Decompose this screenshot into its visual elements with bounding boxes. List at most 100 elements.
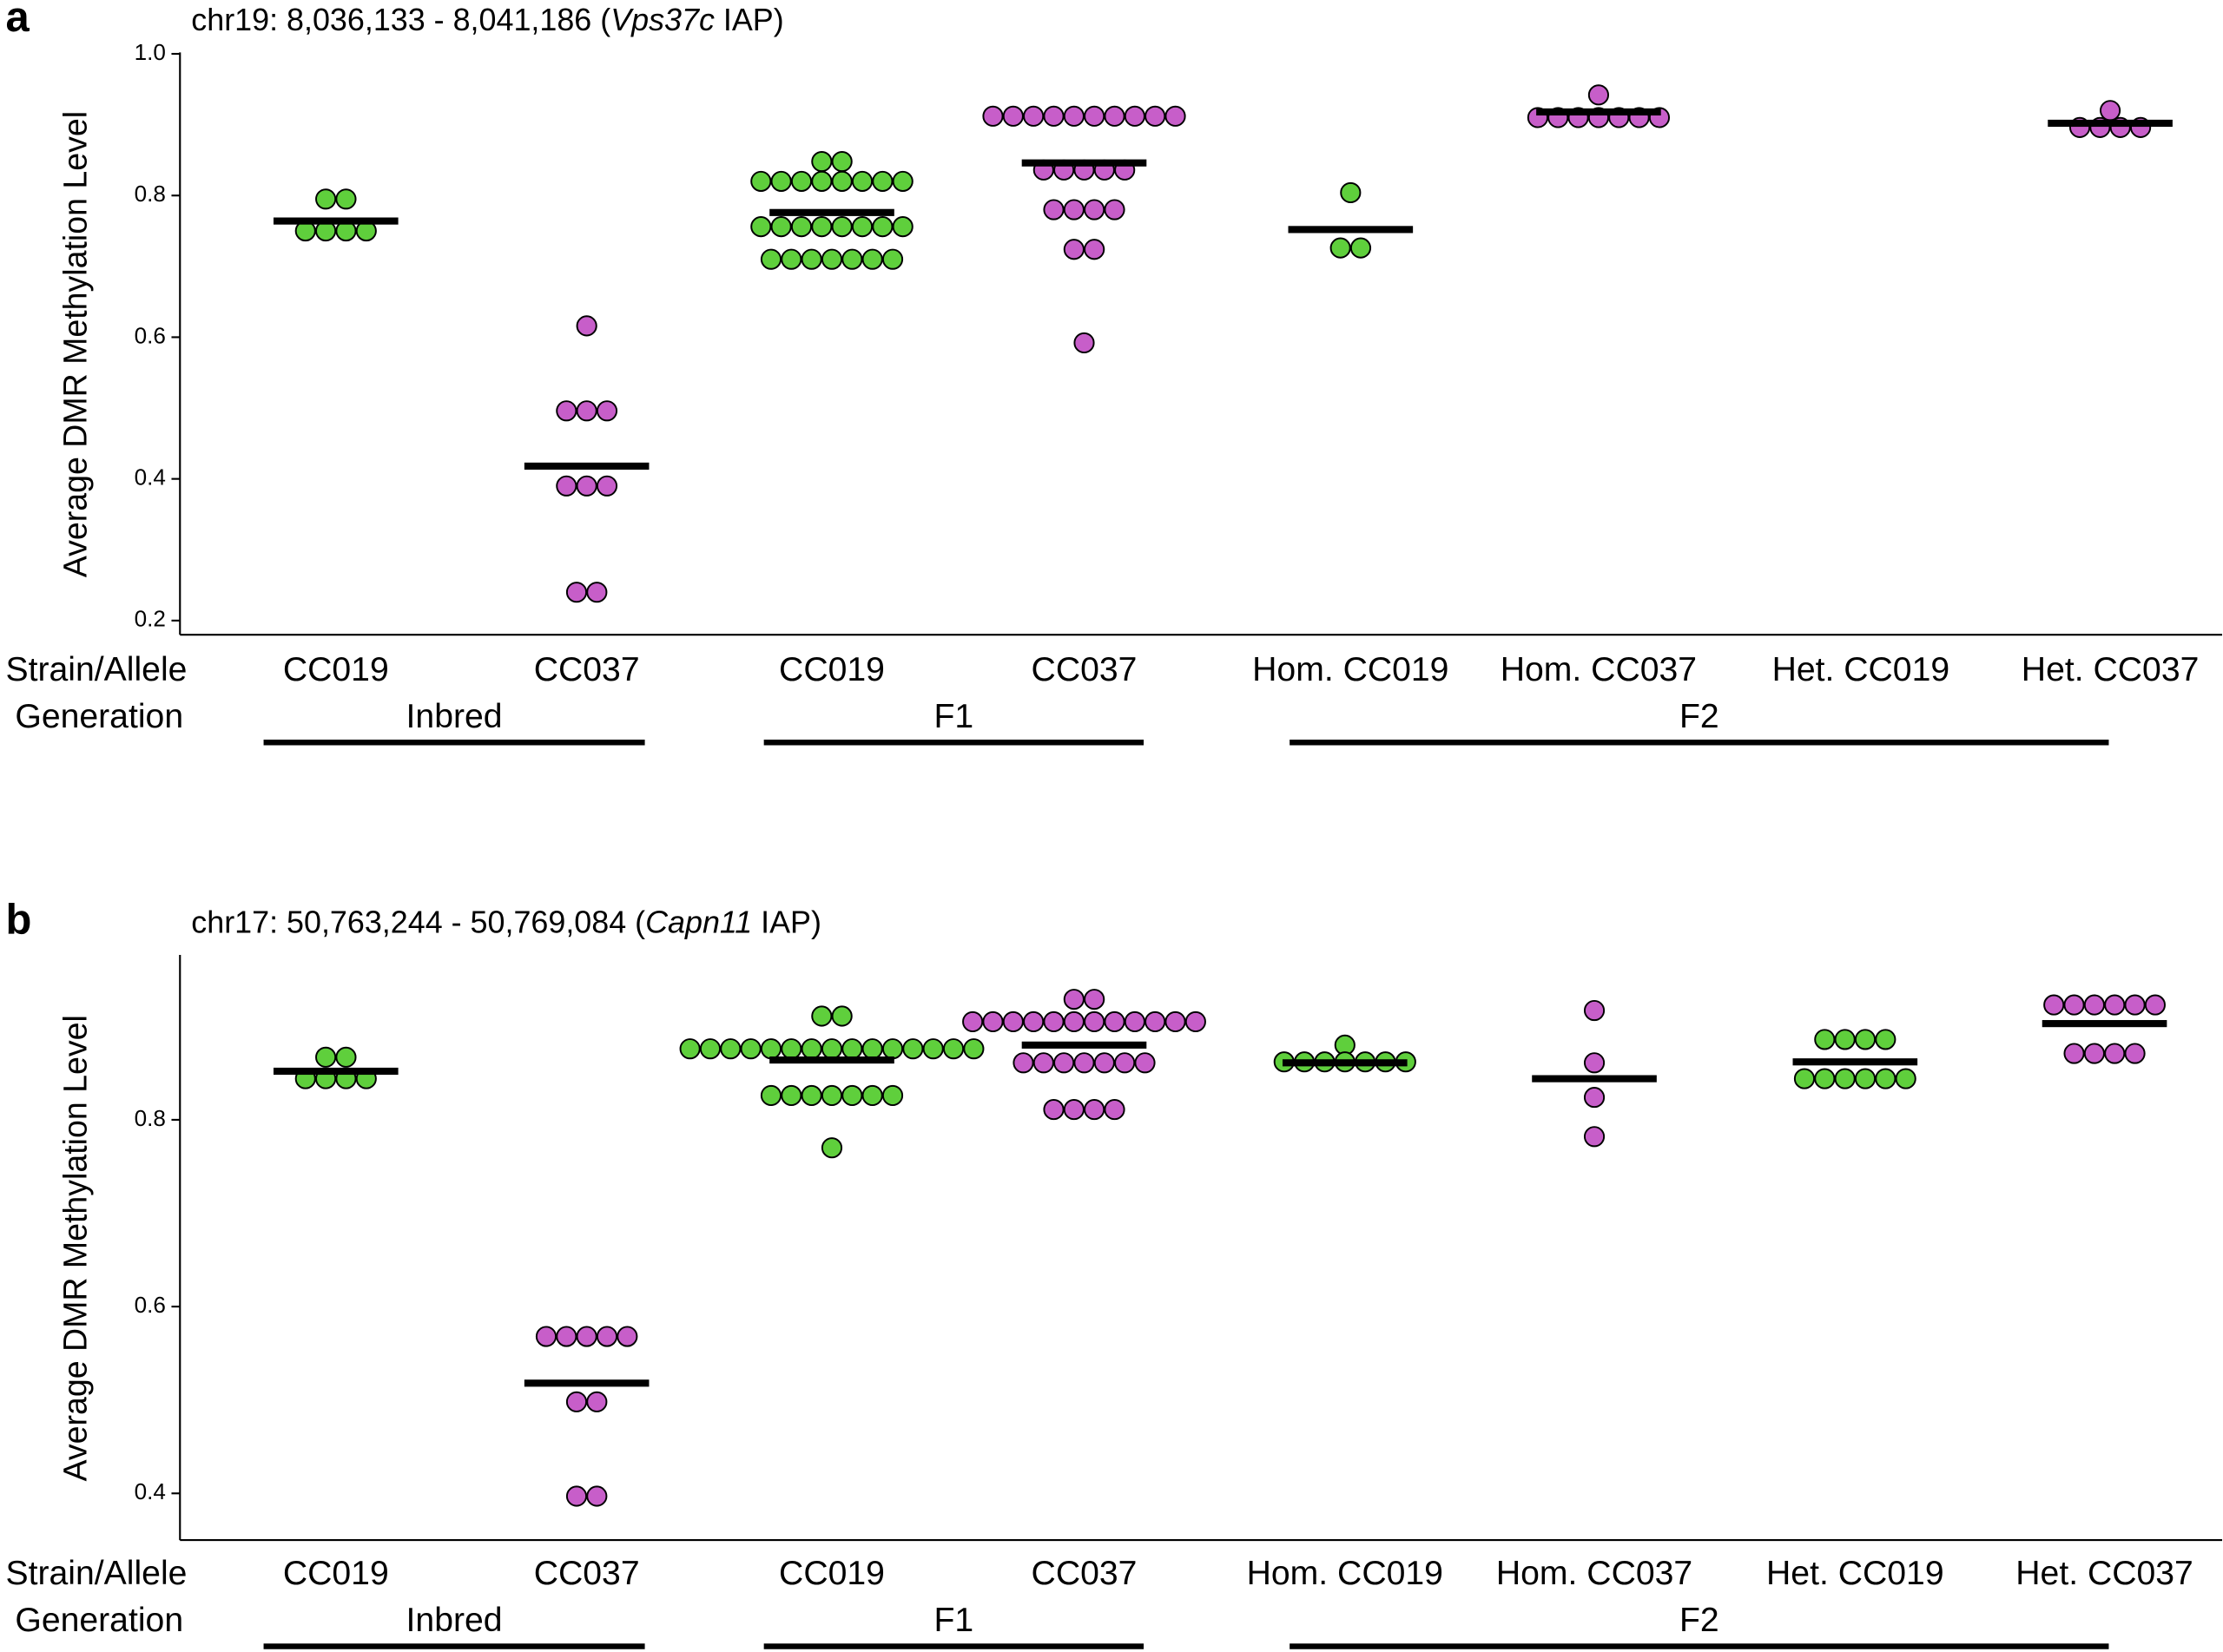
mean-bar xyxy=(1536,108,1661,116)
data-point xyxy=(1134,1052,1156,1074)
data-point xyxy=(760,1084,782,1107)
data-point xyxy=(821,248,843,270)
data-point xyxy=(841,1038,863,1060)
data-point xyxy=(821,1137,843,1159)
data-point xyxy=(811,1005,833,1027)
data-point xyxy=(2083,994,2105,1016)
data-point xyxy=(335,1046,357,1068)
data-point xyxy=(1104,1010,1125,1033)
data-point xyxy=(596,475,618,497)
category-label: CC037 xyxy=(534,651,640,688)
panel-label: b xyxy=(6,896,32,943)
data-point xyxy=(1144,1010,1166,1033)
data-point xyxy=(781,1038,802,1060)
data-point xyxy=(801,248,822,270)
row-label: Strain/Allele xyxy=(6,651,188,688)
y-tick-label: 0.4 xyxy=(135,464,166,490)
mean-bar xyxy=(1288,226,1414,234)
data-point xyxy=(821,1038,843,1060)
title-part: Capn11 xyxy=(645,905,752,940)
data-point xyxy=(556,1326,577,1347)
data-point xyxy=(1084,199,1105,220)
data-point xyxy=(1084,1099,1105,1121)
category-label: Het. CC037 xyxy=(2022,651,2200,688)
data-point xyxy=(760,248,782,270)
data-point xyxy=(1144,105,1166,127)
data-point xyxy=(1063,105,1085,127)
data-point xyxy=(2063,994,2085,1016)
y-tick-label: 0.6 xyxy=(135,322,166,348)
data-point xyxy=(1834,1029,1856,1050)
category-label: Hom. CC019 xyxy=(1252,651,1448,688)
category-label: Hom. CC037 xyxy=(1501,651,1697,688)
y-tick-label: 0.2 xyxy=(135,606,166,632)
data-point xyxy=(1814,1029,1836,1050)
data-point xyxy=(1084,105,1105,127)
mean-bar xyxy=(1792,1058,1918,1066)
group-label: Inbred xyxy=(406,698,503,735)
data-point xyxy=(1164,1010,1186,1033)
data-point xyxy=(576,315,597,337)
data-point xyxy=(881,248,904,270)
data-point xyxy=(1124,105,1145,127)
data-point xyxy=(586,582,608,603)
data-point xyxy=(576,475,597,497)
group-label: Inbred xyxy=(406,1602,503,1639)
data-point xyxy=(982,1010,1004,1033)
data-point xyxy=(831,1005,853,1027)
data-point xyxy=(2043,994,2065,1016)
data-point xyxy=(1063,239,1085,260)
y-tick-label: 0.6 xyxy=(135,1292,166,1318)
chart-title: chr19: 8,036,133 - 8,041,186 (Vps37c IAP… xyxy=(191,3,783,38)
mean-bar xyxy=(1282,1059,1408,1067)
data-point xyxy=(831,150,853,173)
row-label: Strain/Allele xyxy=(6,1555,188,1592)
data-point xyxy=(335,188,357,210)
data-point xyxy=(831,170,853,192)
data-point xyxy=(699,1038,722,1060)
data-point xyxy=(1587,84,1610,106)
category-label: CC019 xyxy=(779,651,885,688)
data-point xyxy=(811,170,833,192)
title-part: chr17: 50,763,244 - 50,769,084 ( xyxy=(191,905,645,940)
mean-bar xyxy=(2048,119,2173,128)
data-point xyxy=(1053,1052,1075,1074)
data-point xyxy=(1814,1068,1836,1089)
group-label: F1 xyxy=(934,1602,974,1639)
data-point xyxy=(801,1038,822,1060)
group-label: F2 xyxy=(1679,1602,1719,1639)
data-point xyxy=(1093,1052,1115,1074)
data-point xyxy=(1895,1068,1916,1089)
mean-bar xyxy=(769,1056,894,1064)
data-point xyxy=(2104,1043,2126,1064)
data-point xyxy=(596,1326,618,1347)
data-point xyxy=(881,1084,904,1107)
data-point xyxy=(1583,1052,1606,1074)
category-label: Hom. CC037 xyxy=(1496,1555,1692,1592)
data-point xyxy=(851,170,874,192)
data-point xyxy=(781,248,802,270)
data-point xyxy=(1114,1052,1136,1074)
category-label: CC019 xyxy=(779,1555,885,1592)
data-point xyxy=(892,216,914,238)
data-point xyxy=(1002,105,1024,127)
data-point xyxy=(861,1084,883,1107)
data-point xyxy=(841,1084,863,1107)
data-point xyxy=(1104,199,1125,220)
data-point xyxy=(1834,1068,1856,1089)
data-point xyxy=(963,1038,985,1060)
data-point xyxy=(1023,1010,1045,1033)
data-point xyxy=(556,475,577,497)
data-point xyxy=(1073,332,1095,354)
data-point xyxy=(1854,1029,1877,1050)
data-point xyxy=(1124,1010,1145,1033)
data-point xyxy=(790,170,813,192)
data-point xyxy=(565,1391,588,1412)
data-point xyxy=(760,1038,782,1060)
data-point xyxy=(2144,994,2166,1016)
data-point xyxy=(861,248,883,270)
mean-bar xyxy=(524,462,650,471)
chart-title: chr17: 50,763,244 - 50,769,084 (Capn11 I… xyxy=(191,905,821,940)
row-label: Generation xyxy=(15,1602,183,1639)
